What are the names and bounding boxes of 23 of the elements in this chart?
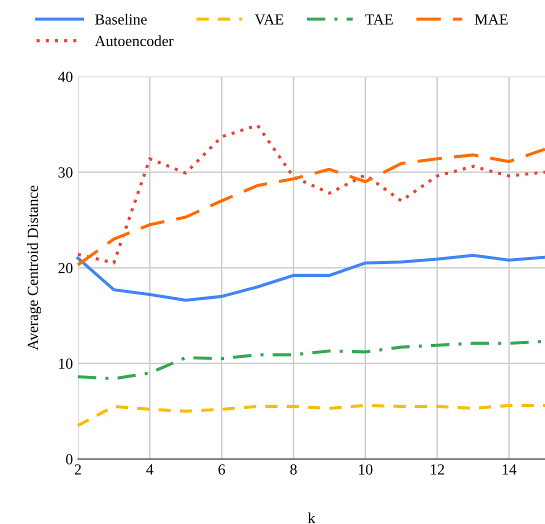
y-tick-label: 30 (58, 167, 72, 178)
line-series (76, 124, 545, 265)
legend-label: Autoencoder (94, 35, 174, 46)
x-tick-label: 2 (74, 464, 81, 474)
legend-label: VAE (254, 14, 284, 25)
y-tick-label: 20 (58, 262, 72, 274)
y-tick-label: 10 (59, 358, 72, 369)
x-tick-label: 4 (146, 464, 154, 474)
line-series (76, 404, 545, 428)
y-tick-label: 40 (58, 72, 72, 82)
x-tick-label: 14 (502, 464, 516, 474)
legend-label: MAE (474, 14, 508, 24)
line-series (76, 254, 545, 302)
x-tick-label: 6 (218, 464, 226, 475)
x-tick-label: 12 (430, 464, 444, 474)
line-series (76, 148, 545, 266)
legend-label: TAE (365, 14, 393, 24)
y-axis-title: Average Centroid Distance (27, 186, 42, 350)
legend-label: Baseline (95, 14, 147, 25)
y-tick-label: 0 (66, 454, 72, 464)
x-tick-label: 8 (290, 464, 297, 475)
x-tick-label: 10 (359, 464, 372, 475)
x-axis-title: k (308, 512, 316, 524)
